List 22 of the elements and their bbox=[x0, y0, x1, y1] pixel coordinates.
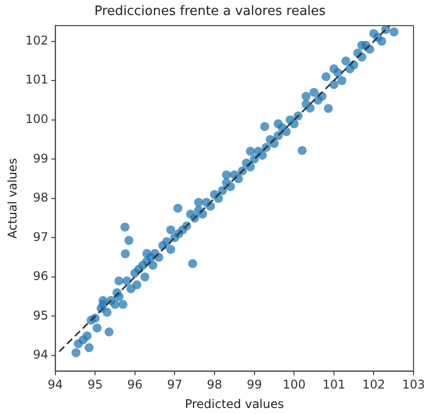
x-tick-label: 97 bbox=[167, 378, 182, 392]
x-tick-label: 95 bbox=[87, 378, 103, 392]
y-tick-label: 102 bbox=[25, 33, 48, 48]
y-tick-label: 94 bbox=[33, 348, 48, 362]
y-tick-label: 99 bbox=[33, 151, 48, 166]
x-tick-label: 100 bbox=[282, 378, 306, 392]
x-tick-label: 98 bbox=[206, 378, 222, 392]
x-tick-label: 103 bbox=[402, 378, 425, 392]
x-tick-label: 96 bbox=[127, 378, 143, 392]
x-tick-label: 101 bbox=[322, 378, 346, 392]
y-axis-title: Actual values bbox=[5, 158, 20, 239]
x-tick-label: 94 bbox=[48, 378, 63, 392]
y-tick-label: 100 bbox=[25, 112, 48, 126]
x-tick-label: 102 bbox=[362, 378, 386, 392]
y-tick-label: 101 bbox=[25, 72, 48, 87]
chart-title: Predicciones frente a valores reales bbox=[94, 4, 326, 20]
x-axis-title: Predicted values bbox=[184, 396, 284, 411]
y-tick-label: 96 bbox=[33, 269, 48, 284]
y-tick-label: 97 bbox=[33, 230, 48, 244]
x-tick-label: 99 bbox=[246, 378, 262, 392]
y-tick-label: 95 bbox=[33, 308, 48, 322]
y-tick-label: 98 bbox=[33, 190, 48, 205]
